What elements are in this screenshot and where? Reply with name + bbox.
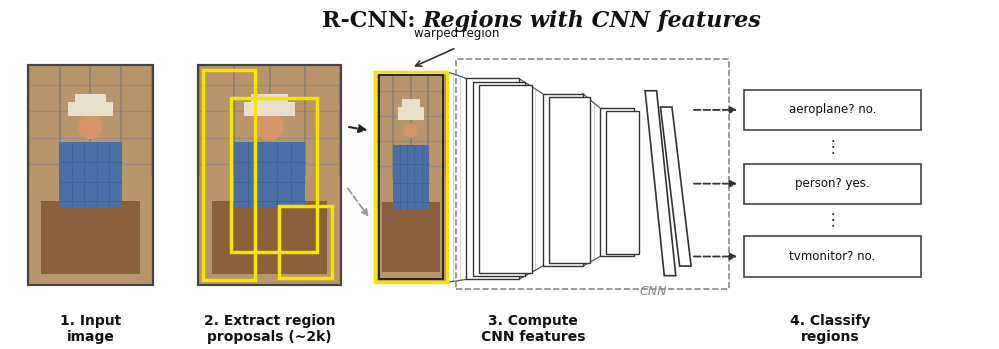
Text: ⋮: ⋮	[824, 211, 841, 229]
Bar	[244, 102, 296, 116]
Text: Regions with CNN features: Regions with CNN features	[423, 10, 761, 32]
Polygon shape	[212, 201, 327, 274]
Text: R-CNN:: R-CNN:	[322, 10, 423, 32]
Bar	[375, 72, 447, 282]
Text: tvmonitor? no.: tvmonitor? no.	[789, 250, 875, 263]
Bar	[542, 94, 582, 266]
Bar	[68, 102, 113, 116]
Bar	[744, 90, 921, 130]
Bar	[75, 94, 106, 116]
Bar	[549, 97, 589, 263]
Bar	[252, 94, 288, 116]
Polygon shape	[645, 91, 675, 276]
Bar	[466, 78, 518, 280]
Text: CNN: CNN	[639, 285, 666, 298]
Bar	[393, 145, 429, 209]
Bar	[379, 75, 443, 279]
Text: aeroplane? no.: aeroplane? no.	[789, 103, 876, 117]
Bar	[234, 142, 306, 208]
Bar	[279, 206, 332, 277]
Bar	[28, 65, 153, 285]
Bar	[605, 111, 639, 254]
Bar	[480, 85, 532, 273]
Circle shape	[255, 112, 284, 141]
Bar	[402, 99, 420, 120]
Polygon shape	[660, 107, 691, 266]
Bar	[744, 236, 921, 277]
Bar	[398, 107, 424, 120]
Text: 2. Extract region
proposals (~2k): 2. Extract region proposals (~2k)	[204, 314, 336, 344]
Bar	[375, 72, 447, 282]
Bar	[457, 59, 729, 289]
Polygon shape	[383, 202, 440, 272]
Text: person? yes.: person? yes.	[795, 177, 870, 190]
Circle shape	[404, 124, 418, 138]
Text: 1. Input
image: 1. Input image	[60, 314, 121, 344]
Bar	[198, 65, 342, 285]
Bar	[28, 65, 153, 285]
Text: warped region: warped region	[414, 27, 500, 40]
Circle shape	[78, 114, 103, 139]
Bar	[744, 164, 921, 204]
Bar	[198, 65, 342, 285]
Bar	[473, 82, 525, 276]
Polygon shape	[41, 201, 140, 274]
Bar	[600, 108, 633, 257]
Bar	[59, 142, 122, 208]
Bar	[231, 98, 318, 252]
Text: 4. Classify
regions: 4. Classify regions	[790, 314, 870, 344]
Text: 3. Compute
CNN features: 3. Compute CNN features	[481, 314, 585, 344]
Text: ⋮: ⋮	[824, 138, 841, 156]
Bar	[203, 70, 255, 281]
